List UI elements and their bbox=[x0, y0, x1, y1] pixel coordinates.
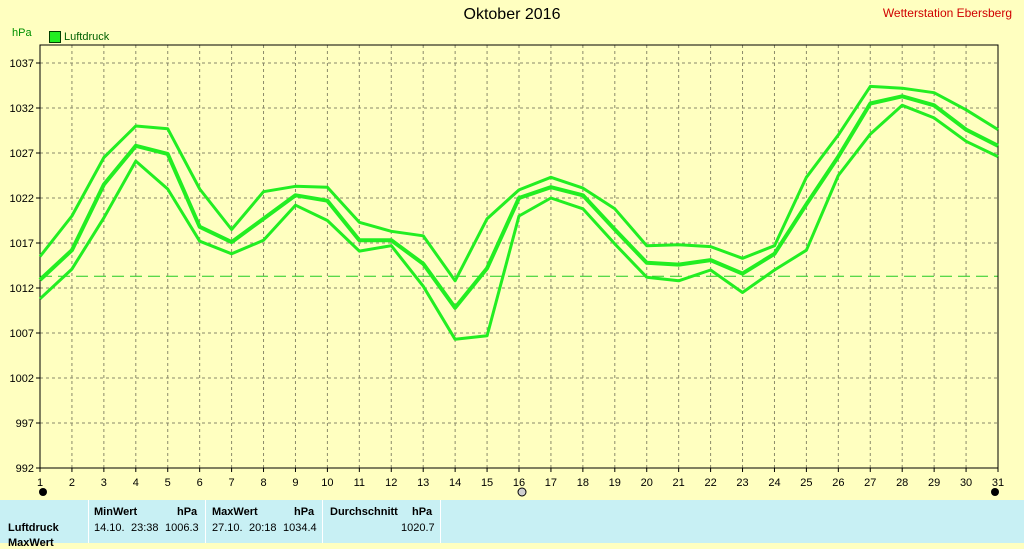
min-time: 23:38 bbox=[131, 522, 159, 534]
y-tick-label: 1007 bbox=[10, 328, 34, 340]
x-tick-label: 28 bbox=[896, 477, 908, 489]
y-tick-label: 1017 bbox=[10, 238, 34, 250]
x-tick-label: 31 bbox=[992, 477, 1004, 489]
x-tick-label: 30 bbox=[960, 477, 972, 489]
station-name: Wetterstation Ebersberg bbox=[882, 6, 1012, 20]
min-value: 1006.3 bbox=[165, 522, 199, 534]
x-tick-label: 22 bbox=[704, 477, 716, 489]
y-tick-label: 1027 bbox=[10, 148, 34, 160]
x-tick-label: 20 bbox=[641, 477, 653, 489]
max-value: 1034.4 bbox=[283, 522, 317, 534]
y-tick-label: 1022 bbox=[10, 193, 34, 205]
x-tick-label: 1 bbox=[37, 477, 43, 489]
x-tick-label: 18 bbox=[577, 477, 589, 489]
stats-min-cell: MinWert hPa 14.10. 23:38 1006.3 bbox=[89, 500, 206, 543]
legend-label: Luftdruck bbox=[64, 31, 110, 43]
x-tick-label: 17 bbox=[545, 477, 557, 489]
min-date: 14.10. bbox=[94, 522, 125, 534]
range-end-marker[interactable] bbox=[991, 488, 999, 496]
max-date: 27.10. bbox=[212, 522, 243, 534]
stats-avg-cell: Durchschnitt hPa 1020.7 bbox=[323, 500, 441, 543]
max-time: 20:18 bbox=[249, 522, 277, 534]
avg-header: Durchschnitt bbox=[330, 506, 398, 518]
min-header: MinWert bbox=[94, 506, 138, 518]
x-tick-label: 10 bbox=[321, 477, 333, 489]
avg-value: 1020.7 bbox=[401, 522, 435, 534]
x-tick-label: 8 bbox=[260, 477, 266, 489]
series-line-mean bbox=[38, 94, 999, 310]
x-tick-label: 19 bbox=[609, 477, 621, 489]
series-line-min bbox=[38, 103, 999, 341]
x-tick-label: 7 bbox=[229, 477, 235, 489]
x-tick-label: 4 bbox=[133, 477, 139, 489]
legend-swatch bbox=[49, 31, 61, 43]
x-tick-label: 29 bbox=[928, 477, 940, 489]
x-tick-label: 11 bbox=[354, 477, 365, 489]
y-tick-label: 992 bbox=[16, 463, 34, 475]
x-tick-label: 15 bbox=[481, 477, 493, 489]
max-unit: hPa bbox=[294, 506, 315, 518]
x-tick-label: 16 bbox=[513, 477, 525, 489]
max-header: MaxWert bbox=[212, 506, 258, 518]
x-tick-label: 21 bbox=[673, 477, 685, 489]
x-tick-label: 14 bbox=[449, 477, 461, 489]
x-tick-label: 26 bbox=[832, 477, 844, 489]
x-tick-label: 3 bbox=[101, 477, 107, 489]
x-tick-label: 25 bbox=[800, 477, 812, 489]
avg-unit: hPa bbox=[412, 506, 433, 518]
x-tick-label: 9 bbox=[292, 477, 298, 489]
x-tick-label: 5 bbox=[165, 477, 171, 489]
chart-legend[interactable]: Luftdruck bbox=[49, 31, 109, 43]
x-tick-label: 27 bbox=[864, 477, 876, 489]
y-tick-label: 1002 bbox=[10, 373, 34, 385]
y-tick-label: 997 bbox=[16, 418, 34, 430]
y-tick-label: 1032 bbox=[10, 103, 34, 115]
chart-markers bbox=[39, 487, 999, 497]
chart-title: Oktober 2016 bbox=[463, 6, 561, 23]
x-tick-label: 23 bbox=[736, 477, 748, 489]
stats-max-cell: MaxWert hPa 27.10. 20:18 1034.4 bbox=[206, 500, 323, 543]
statistics-panel: Luftdruck MaxWert MinWert hPa 14.10. 23:… bbox=[0, 500, 1024, 549]
x-tick-label: 13 bbox=[417, 477, 429, 489]
y-axis-unit: hPa bbox=[12, 27, 32, 39]
range-mid-marker[interactable] bbox=[517, 487, 527, 497]
y-tick-label: 1037 bbox=[10, 58, 34, 70]
stats-row-label-2: MaxWert bbox=[8, 537, 54, 549]
min-unit: hPa bbox=[177, 506, 198, 518]
chart-series bbox=[38, 84, 999, 341]
series-line-max bbox=[38, 84, 999, 283]
x-tick-label: 2 bbox=[69, 477, 75, 489]
x-tick-label: 12 bbox=[385, 477, 397, 489]
range-start-marker[interactable] bbox=[39, 488, 47, 496]
y-tick-label: 1012 bbox=[10, 283, 34, 295]
stats-label-cell: Luftdruck MaxWert bbox=[0, 500, 89, 549]
x-tick-label: 24 bbox=[768, 477, 780, 489]
x-tick-label: 6 bbox=[197, 477, 203, 489]
stats-row-label: Luftdruck bbox=[8, 522, 59, 534]
